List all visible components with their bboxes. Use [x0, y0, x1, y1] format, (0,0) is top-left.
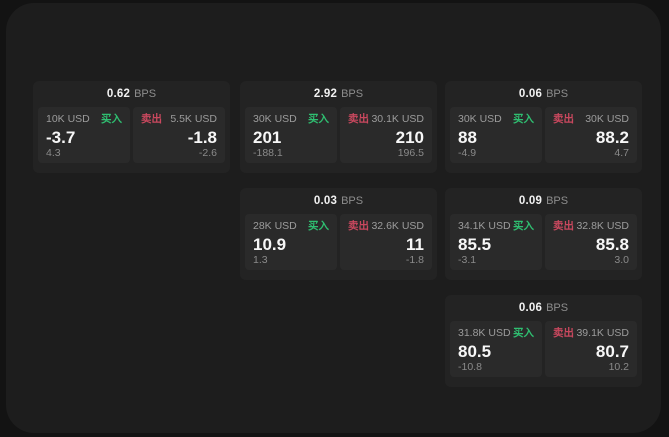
- spread-header: 0.06 BPS: [445, 295, 642, 321]
- sell-side-label: 卖出: [553, 220, 574, 232]
- spread-header: 0.06 BPS: [445, 81, 642, 107]
- sell-quote-panel[interactable]: 卖出 30K USD 88.2 4.7: [545, 107, 637, 163]
- spread-value: 0.03: [313, 195, 338, 207]
- notional-size-label: 30K USD: [458, 113, 502, 125]
- sell-skew-value: 10.2: [608, 361, 629, 373]
- buy-price: 85.5: [458, 235, 492, 254]
- quote-card: 0.03 BPS 28K USD 买入 10.9 1.3 卖出 32.6K US…: [240, 188, 437, 280]
- buy-skew-value: -4.9: [458, 147, 477, 159]
- spread-header: 0.09 BPS: [445, 188, 642, 214]
- buy-side-label: 买入: [101, 113, 122, 125]
- buy-price: 88: [458, 128, 477, 147]
- spread-value: 0.62: [106, 88, 131, 100]
- buy-price: -3.7: [46, 128, 76, 147]
- app-window: 0.62 BPS 10K USD 买入 -3.7 4.3 卖出 5.5K USD…: [6, 3, 661, 433]
- sell-price: 210: [395, 128, 424, 147]
- spread-header: 0.03 BPS: [240, 188, 437, 214]
- sell-side-label: 卖出: [348, 220, 369, 232]
- buy-price: 201: [253, 128, 282, 147]
- quote-card: 0.06 BPS 31.8K USD 买入 80.5 -10.8 卖出 39.1…: [445, 295, 642, 387]
- buy-skew-value: -3.1: [458, 254, 477, 266]
- buy-price: 10.9: [253, 235, 287, 254]
- notional-size-label: 31.8K USD: [458, 327, 511, 339]
- sell-quote-panel[interactable]: 卖出 32.6K USD 11 -1.8: [340, 214, 432, 270]
- sell-quote-panel[interactable]: 卖出 32.8K USD 85.8 3.0: [545, 214, 637, 270]
- quote-card: 0.09 BPS 34.1K USD 买入 85.5 -3.1 卖出 32.8K…: [445, 188, 642, 280]
- spread-unit: BPS: [341, 88, 364, 100]
- notional-size-label: 39.1K USD: [576, 327, 629, 339]
- sell-price: 80.7: [595, 342, 629, 361]
- buy-skew-value: 4.3: [46, 147, 61, 159]
- buy-quote-panel[interactable]: 30K USD 买入 88 -4.9: [450, 107, 542, 163]
- buy-quote-panel[interactable]: 28K USD 买入 10.9 1.3: [245, 214, 337, 270]
- notional-size-label: 10K USD: [46, 113, 90, 125]
- sell-quote-panel[interactable]: 卖出 30.1K USD 210 196.5: [340, 107, 432, 163]
- spread-unit: BPS: [134, 88, 157, 100]
- buy-side-label: 买入: [513, 220, 534, 232]
- sell-side-label: 卖出: [553, 327, 574, 339]
- spread-unit: BPS: [546, 88, 569, 100]
- quote-card: 0.62 BPS 10K USD 买入 -3.7 4.3 卖出 5.5K USD…: [33, 81, 230, 173]
- spread-unit: BPS: [341, 195, 364, 207]
- buy-skew-value: -10.8: [458, 361, 482, 373]
- spread-header: 0.62 BPS: [33, 81, 230, 107]
- notional-size-label: 30K USD: [253, 113, 297, 125]
- sell-skew-value: 3.0: [614, 254, 629, 266]
- quote-card: 0.06 BPS 30K USD 买入 88 -4.9 卖出 30K USD 8…: [445, 81, 642, 173]
- sell-price: 85.8: [595, 235, 629, 254]
- spread-value: 2.92: [313, 88, 338, 100]
- spread-unit: BPS: [546, 302, 569, 314]
- notional-size-label: 28K USD: [253, 220, 297, 232]
- spread-value: 0.06: [518, 302, 543, 314]
- sell-price: -1.8: [187, 128, 217, 147]
- sell-price: 88.2: [595, 128, 629, 147]
- sell-skew-value: -2.6: [198, 147, 217, 159]
- sell-skew-value: 196.5: [397, 147, 424, 159]
- notional-size-label: 32.6K USD: [371, 220, 424, 232]
- sell-side-label: 卖出: [141, 113, 162, 125]
- buy-quote-panel[interactable]: 10K USD 买入 -3.7 4.3: [38, 107, 130, 163]
- buy-quote-panel[interactable]: 34.1K USD 买入 85.5 -3.1: [450, 214, 542, 270]
- spread-value: 0.09: [518, 195, 543, 207]
- buy-side-label: 买入: [308, 220, 329, 232]
- buy-skew-value: -188.1: [253, 147, 283, 159]
- quote-card: 2.92 BPS 30K USD 买入 201 -188.1 卖出 30.1K …: [240, 81, 437, 173]
- notional-size-label: 5.5K USD: [170, 113, 217, 125]
- spread-header: 2.92 BPS: [240, 81, 437, 107]
- buy-price: 80.5: [458, 342, 492, 361]
- notional-size-label: 34.1K USD: [458, 220, 511, 232]
- sell-quote-panel[interactable]: 卖出 39.1K USD 80.7 10.2: [545, 321, 637, 377]
- buy-side-label: 买入: [308, 113, 329, 125]
- spread-unit: BPS: [546, 195, 569, 207]
- spread-value: 0.06: [518, 88, 543, 100]
- sell-skew-value: 4.7: [614, 147, 629, 159]
- buy-quote-panel[interactable]: 30K USD 买入 201 -188.1: [245, 107, 337, 163]
- sell-skew-value: -1.8: [405, 254, 424, 266]
- buy-skew-value: 1.3: [253, 254, 268, 266]
- sell-price: 11: [406, 235, 424, 254]
- notional-size-label: 30.1K USD: [371, 113, 424, 125]
- sell-side-label: 卖出: [553, 113, 574, 125]
- buy-quote-panel[interactable]: 31.8K USD 买入 80.5 -10.8: [450, 321, 542, 377]
- buy-side-label: 买入: [513, 113, 534, 125]
- notional-size-label: 30K USD: [585, 113, 629, 125]
- sell-side-label: 卖出: [348, 113, 369, 125]
- sell-quote-panel[interactable]: 卖出 5.5K USD -1.8 -2.6: [133, 107, 225, 163]
- buy-side-label: 买入: [513, 327, 534, 339]
- notional-size-label: 32.8K USD: [576, 220, 629, 232]
